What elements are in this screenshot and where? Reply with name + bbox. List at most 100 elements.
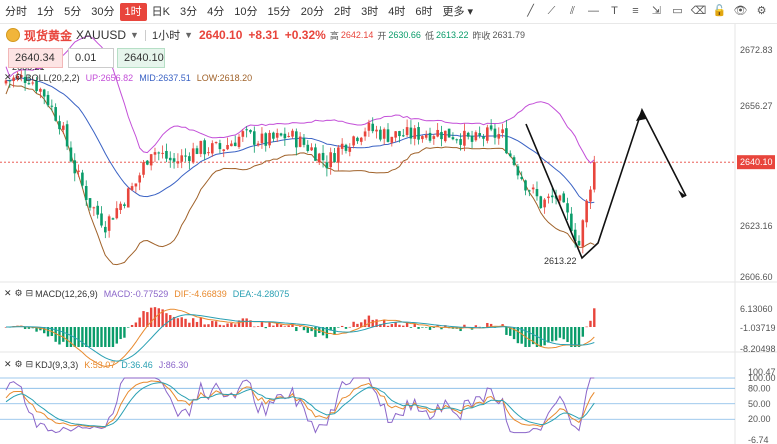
close-icon[interactable]: ✕ — [4, 359, 12, 369]
chevron-down-icon[interactable]: ▼ — [130, 30, 139, 40]
candle — [577, 240, 581, 246]
candle — [237, 136, 241, 147]
macd-bar — [104, 327, 107, 347]
chevron-down-icon[interactable]: ▼ — [184, 30, 193, 40]
macd-bar — [169, 315, 172, 327]
macd-bar — [306, 327, 309, 333]
macd-bar — [589, 320, 592, 327]
collapse-icon[interactable]: ⊟ — [25, 288, 34, 298]
candle — [436, 129, 439, 137]
collapse-icon[interactable]: ⊟ — [25, 359, 34, 369]
instrument-name[interactable]: 现货黄金 — [24, 28, 73, 43]
candle — [421, 136, 424, 140]
macd-bar — [535, 327, 539, 347]
eye-icon[interactable]: 👁 — [733, 5, 748, 17]
macd-bar — [180, 317, 183, 327]
arrowhead-icon — [678, 190, 686, 198]
quantity-input[interactable]: 0.01 — [68, 48, 114, 68]
fib-icon[interactable]: ≡ — [632, 5, 639, 17]
candle — [272, 132, 275, 139]
rectangle-icon[interactable]: ▭ — [672, 5, 683, 17]
timeframe-tab[interactable]: 10分 — [234, 5, 258, 18]
candle — [12, 77, 15, 82]
text-icon[interactable]: T — [611, 5, 618, 17]
macd-bar — [276, 323, 279, 327]
low-marker-label: 2613.22 — [544, 256, 577, 266]
settings-icon[interactable]: ⚙ — [756, 5, 767, 17]
timeframe-tab[interactable]: 3分 — [179, 5, 198, 18]
price-change: +8.31 — [248, 28, 279, 42]
candle — [482, 136, 485, 139]
candle — [550, 195, 554, 198]
candle — [363, 131, 367, 137]
candle — [31, 82, 35, 84]
macd-bar — [279, 324, 283, 327]
ray-icon[interactable]: ⟋ — [547, 5, 556, 17]
macd-bar — [348, 326, 351, 328]
sell-price-button[interactable]: 2640.34 — [8, 48, 63, 68]
price-axis-label: 2623.16 — [740, 221, 773, 231]
macd-bar — [88, 327, 92, 347]
macd-bar — [298, 326, 302, 327]
macd-bar — [528, 327, 531, 347]
macd-legend: ✕ ⚙ ⊟ MACD(12,26,9) MACD:-0.77529 DIF:-4… — [4, 288, 289, 299]
low-label: 低 — [424, 30, 434, 41]
macd-bar — [176, 318, 180, 327]
collapse-icon[interactable]: ✕ — [4, 72, 12, 82]
lock-icon[interactable]: 🔓 — [712, 5, 727, 17]
settings-icon[interactable]: ⚙ — [14, 359, 23, 369]
settings-icon[interactable]: ⚙ — [14, 288, 23, 298]
j-value: J:86.30 — [158, 359, 189, 370]
parallel-lines-icon[interactable]: ⫽ — [570, 5, 575, 17]
macd-bar — [35, 327, 38, 332]
boll-low-line — [5, 83, 595, 266]
candle — [42, 89, 46, 97]
buy-price-button[interactable]: 2640.10 — [117, 48, 165, 68]
timeframe-tab[interactable]: 30分 — [91, 5, 115, 18]
candle — [302, 137, 306, 145]
candle — [111, 218, 115, 220]
timeframe-tab[interactable]: 6时 — [415, 5, 433, 18]
macd-axis-label: 6.13060 — [740, 304, 773, 314]
horizontal-line-icon[interactable]: — — [588, 5, 599, 17]
timeframe-tab[interactable]: 日K — [151, 5, 170, 18]
macd-bar — [222, 325, 225, 327]
eraser-icon[interactable]: ⌫ — [690, 5, 707, 17]
timeframe-tab[interactable]: 5分 — [64, 5, 82, 18]
timeframe-tab[interactable]: 1分 — [37, 5, 55, 18]
macd-bar — [566, 327, 569, 343]
gold-icon — [6, 28, 20, 42]
macd-bar — [417, 327, 420, 329]
last-price: 2640.10 — [199, 28, 243, 42]
candle — [54, 107, 57, 121]
timeframe-tab[interactable]: 2时 — [333, 5, 352, 18]
measure-icon[interactable]: ⇲ — [651, 5, 662, 17]
period-select[interactable]: 1小时 — [151, 30, 181, 42]
candle — [455, 139, 459, 141]
timeframe-tab[interactable]: 3时 — [361, 5, 379, 18]
instrument-symbol[interactable]: XAUUSD — [76, 28, 127, 42]
timeframe-tab[interactable]: 更多 ▾ — [442, 5, 474, 18]
macd-bar — [127, 327, 130, 328]
candle — [409, 127, 413, 139]
boll-low-value: LOW:2618.20 — [196, 72, 253, 83]
timeframe-tab[interactable]: 分时 — [5, 5, 27, 18]
close-icon[interactable]: ✕ — [4, 288, 12, 298]
candle — [23, 76, 27, 83]
candle — [329, 152, 332, 168]
macd-bar — [509, 327, 512, 336]
timeframe-tab[interactable]: 15分 — [267, 5, 291, 18]
candle — [398, 131, 401, 137]
candle — [547, 196, 550, 199]
macd-bar — [69, 327, 73, 347]
settings-icon[interactable]: ⚙ — [14, 72, 23, 82]
macd-bar — [142, 311, 145, 327]
macd-bar — [119, 327, 122, 340]
candle — [298, 136, 302, 147]
timeframe-tab[interactable]: 1时 — [119, 2, 147, 21]
timeframe-tab[interactable]: 4分 — [207, 5, 225, 18]
trend-line-icon[interactable]: ╱ — [527, 5, 534, 17]
timeframe-tab[interactable]: 20分 — [300, 5, 324, 18]
timeframe-tab[interactable]: 4时 — [388, 5, 406, 18]
